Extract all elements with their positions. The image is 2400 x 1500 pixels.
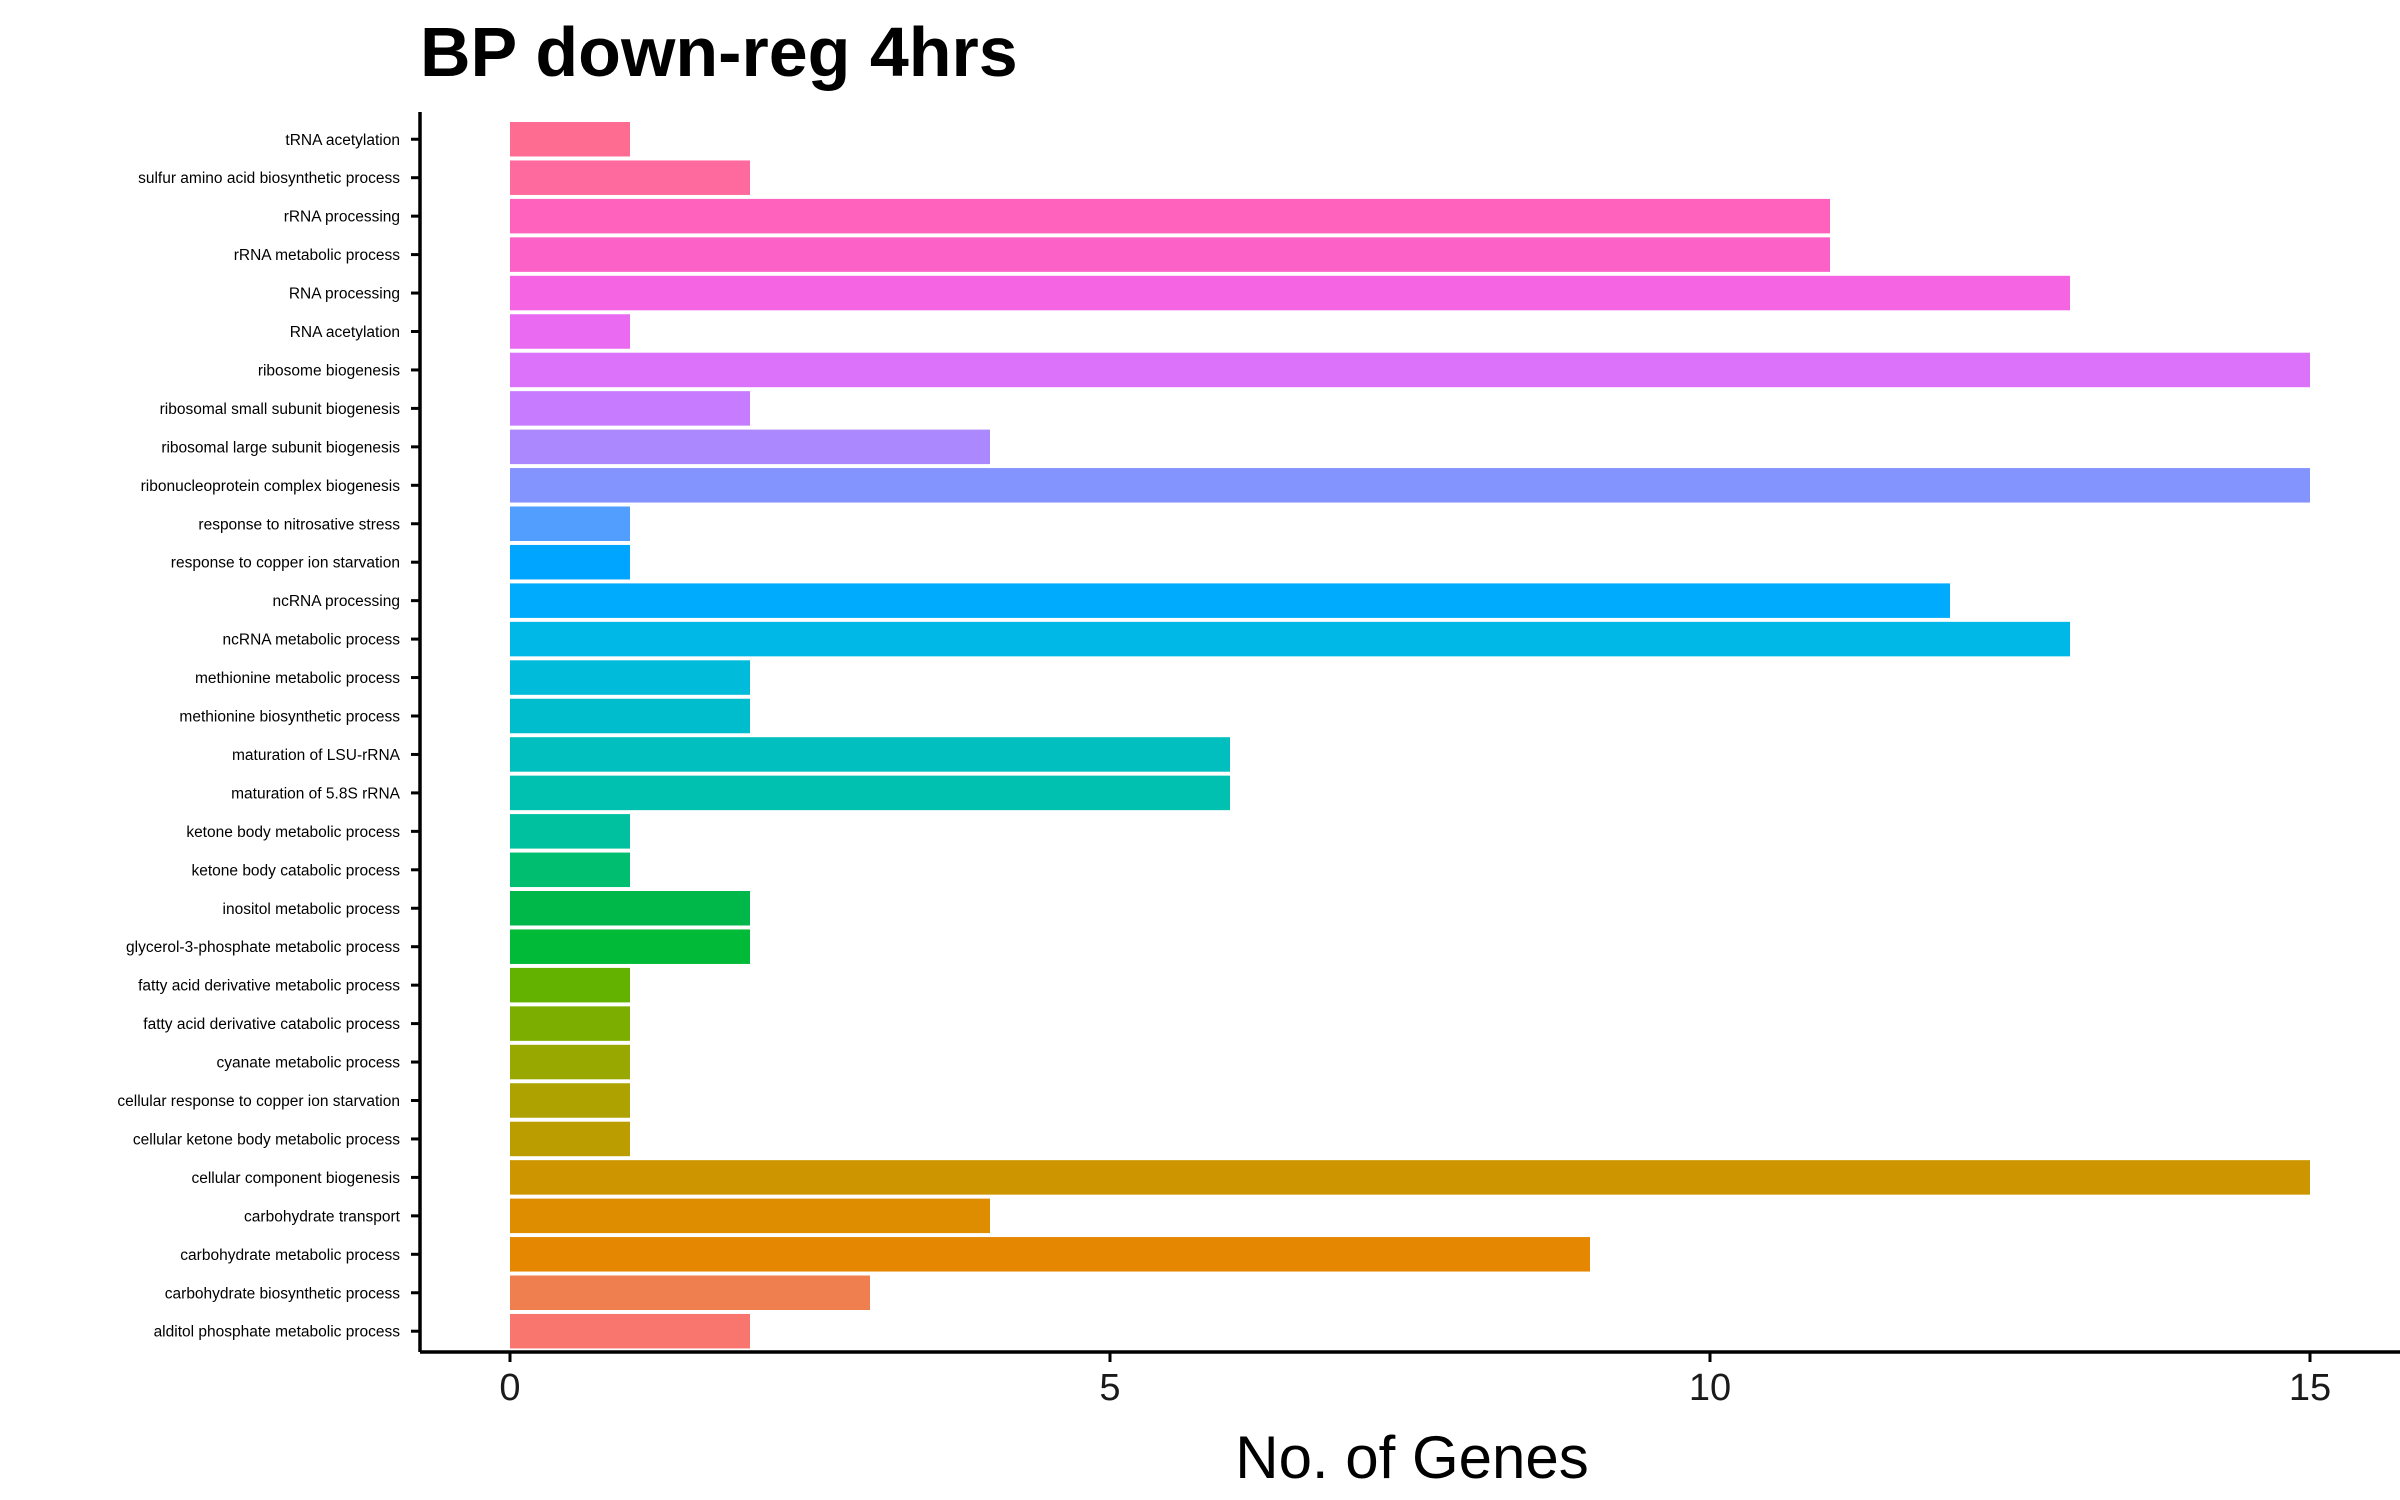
bar <box>510 660 750 695</box>
y-tick-label: maturation of 5.8S rRNA <box>231 785 401 802</box>
y-tick-label: cellular response to copper ion starvati… <box>117 1093 400 1110</box>
bar <box>510 391 750 426</box>
bar <box>510 506 630 541</box>
y-tick-label: fatty acid derivative metabolic process <box>138 978 400 995</box>
bar <box>510 198 1830 234</box>
bar <box>510 352 2310 388</box>
bar <box>510 122 630 157</box>
y-tick-label: cellular ketone body metabolic process <box>133 1131 400 1148</box>
y-tick-label: carbohydrate biosynthetic process <box>165 1285 400 1302</box>
y-tick-label: methionine metabolic process <box>195 670 400 687</box>
bar <box>510 314 630 349</box>
bar <box>510 1006 630 1041</box>
bar <box>510 1044 630 1080</box>
y-tick-label: ribosomal large subunit biogenesis <box>161 439 400 456</box>
y-tick-label: rRNA metabolic process <box>234 247 401 264</box>
y-tick-label: ribosome biogenesis <box>258 362 400 379</box>
y-tick-label: cyanate metabolic process <box>216 1055 400 1072</box>
x-tick-label: 15 <box>2289 1367 2331 1409</box>
y-tick-label: fatty acid derivative catabolic process <box>143 1016 400 1033</box>
y-tick-label: ncRNA processing <box>272 593 400 610</box>
bar <box>510 891 750 926</box>
y-tick-label: methionine biosynthetic process <box>179 709 400 726</box>
bars-layer <box>510 122 2310 1349</box>
y-tick-label: cellular component biogenesis <box>191 1170 400 1187</box>
bar <box>510 775 1230 811</box>
y-tick-label: ketone body catabolic process <box>191 862 400 879</box>
y-tick-label: sulfur amino acid biosynthetic process <box>138 170 400 187</box>
y-tick-label: carbohydrate transport <box>244 1208 401 1225</box>
y-tick-label: response to nitrosative stress <box>198 516 400 533</box>
y-tick-label: inositol metabolic process <box>223 901 401 918</box>
bar <box>510 275 2070 311</box>
y-tick-label: ribonucleoprotein complex biogenesis <box>141 478 401 495</box>
bar <box>510 1275 870 1310</box>
x-tick-label: 5 <box>1099 1367 1120 1409</box>
bar <box>510 429 990 465</box>
bar <box>510 621 2070 657</box>
y-tick-label: tRNA acetylation <box>285 132 400 149</box>
y-tick-label: alditol phosphate metabolic process <box>154 1324 401 1341</box>
y-tick-label: carbohydrate metabolic process <box>180 1247 400 1264</box>
chart-title: BP down-reg 4hrs <box>420 13 1018 91</box>
y-tick-label: response to copper ion starvation <box>171 555 400 572</box>
y-tick-label: rRNA processing <box>284 209 400 226</box>
y-tick-label: ribosomal small subunit biogenesis <box>160 401 401 418</box>
bar <box>510 544 630 580</box>
x-axis: 0 5 10 15 <box>420 1350 2400 1409</box>
y-tick-label: ncRNA metabolic process <box>223 632 401 649</box>
bar <box>510 852 630 888</box>
bar <box>510 160 750 195</box>
bar <box>510 698 750 734</box>
bar <box>510 1121 630 1157</box>
bar <box>510 583 1950 618</box>
x-tick-label: 10 <box>1689 1367 1731 1409</box>
x-tick-label: 0 <box>499 1367 520 1409</box>
y-tick-label: glycerol-3-phosphate metabolic process <box>126 939 400 956</box>
bar <box>510 1313 750 1349</box>
bar <box>510 1198 990 1234</box>
bar <box>510 929 750 964</box>
bar <box>510 1237 1590 1272</box>
bar <box>510 1083 630 1118</box>
bar <box>510 237 1830 272</box>
bar <box>510 468 2310 503</box>
bar <box>510 1160 2310 1195</box>
y-tick-label: RNA acetylation <box>290 324 400 341</box>
y-tick-label: maturation of LSU-rRNA <box>232 747 401 764</box>
y-axis: tRNA acetylation sulfur amino acid biosyn… <box>117 112 422 1352</box>
bar <box>510 737 1230 772</box>
bar <box>510 814 630 849</box>
y-tick-label: ketone body metabolic process <box>186 824 400 841</box>
y-tick-label: RNA processing <box>289 286 400 303</box>
x-axis-title: No. of Genes <box>1235 1424 1589 1491</box>
bar <box>510 967 630 1003</box>
